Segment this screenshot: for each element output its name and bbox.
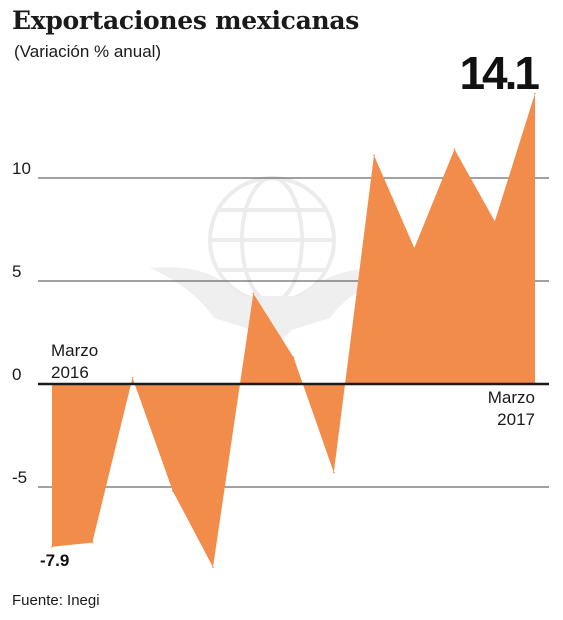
- source-note: Fuente: Inegi: [12, 592, 100, 609]
- y-tick-label: 0: [12, 365, 21, 384]
- y-tick-label: 5: [12, 262, 21, 281]
- chart-title: Exportaciones mexicanas: [12, 6, 360, 35]
- start-date-label: 2016: [51, 363, 89, 382]
- min-value-label: -7.9: [40, 551, 69, 570]
- data-point: [453, 148, 456, 150]
- max-value-label: 14.1: [459, 47, 539, 99]
- start-date-label: Marzo: [51, 341, 98, 360]
- data-point: [172, 490, 174, 492]
- data-point: [292, 356, 295, 359]
- series-area: [52, 93, 535, 568]
- data-point: [252, 292, 255, 295]
- data-point: [373, 154, 375, 157]
- data-point: [333, 471, 335, 474]
- end-date-label: Marzo: [488, 388, 535, 407]
- data-point: [494, 220, 496, 223]
- y-tick-label: 10: [12, 159, 31, 178]
- data-point: [212, 566, 214, 569]
- chart-subtitle: (Variación % anual): [14, 42, 162, 61]
- y-tick-label: -5: [12, 468, 27, 487]
- data-point: [534, 92, 536, 95]
- data-point: [413, 247, 416, 249]
- end-date-label: 2017: [497, 410, 535, 429]
- data-point: [131, 377, 134, 379]
- data-point: [91, 541, 94, 544]
- data-point: [51, 545, 53, 548]
